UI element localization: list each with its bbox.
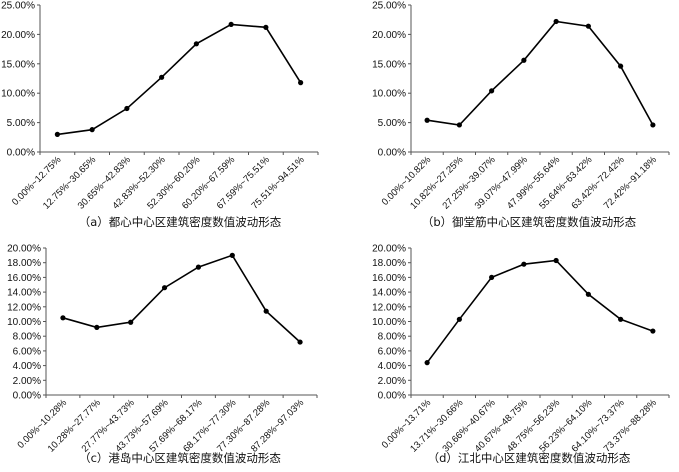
y-tick-label: 2.00% xyxy=(13,376,41,387)
data-point xyxy=(424,360,430,366)
y-tick-label: 16.00% xyxy=(7,273,41,284)
data-point xyxy=(94,324,100,330)
series-line xyxy=(426,259,654,364)
data-point xyxy=(54,131,60,137)
caption-a: （a）都心中心区建筑密度数值波动形态 xyxy=(78,215,282,229)
y-tick-label: 2.00% xyxy=(378,376,406,387)
y-tick-label: 18.00% xyxy=(7,258,41,269)
y-tick-label: 6.00% xyxy=(13,346,41,357)
data-point xyxy=(229,252,235,258)
y-tick-label: 10.00% xyxy=(372,89,406,100)
y-tick-label: 0.00% xyxy=(7,148,35,159)
data-point xyxy=(489,274,495,280)
y-tick-label: 25.00% xyxy=(1,1,35,12)
data-point xyxy=(263,24,269,30)
data-point xyxy=(585,291,591,297)
data-point xyxy=(553,257,559,264)
series-line xyxy=(62,254,301,343)
y-tick-label: 12.00% xyxy=(372,302,406,313)
data-point xyxy=(424,117,430,123)
data-point xyxy=(297,339,303,345)
data-point xyxy=(263,308,269,314)
y-tick-label: 10.00% xyxy=(372,317,406,328)
data-point xyxy=(128,319,134,325)
data-point xyxy=(650,122,656,128)
data-point xyxy=(159,74,165,80)
data-point xyxy=(456,122,462,128)
y-tick-label: 25.00% xyxy=(372,1,406,12)
y-tick-label: 0.00% xyxy=(378,391,406,402)
y-tick-label: 8.00% xyxy=(13,332,41,343)
y-tick-label: 0.00% xyxy=(13,391,41,402)
y-tick-label: 12.00% xyxy=(7,302,41,313)
y-tick-label: 15.00% xyxy=(1,59,35,70)
series-line xyxy=(426,20,654,126)
data-point xyxy=(89,127,95,133)
data-point xyxy=(618,63,624,69)
y-tick-label: 20.00% xyxy=(7,244,41,255)
y-tick-label: 15.00% xyxy=(372,59,406,70)
caption-d: （d）江北中心区建筑密度数值波动形态 xyxy=(427,451,631,465)
y-tick-label: 4.00% xyxy=(13,361,41,372)
y-tick-label: 5.00% xyxy=(7,118,35,129)
data-point xyxy=(618,316,624,322)
data-point xyxy=(521,57,527,63)
series-line xyxy=(57,23,302,136)
data-point xyxy=(298,80,304,86)
y-tick-label: 6.00% xyxy=(378,346,406,357)
data-point xyxy=(585,23,591,29)
data-point xyxy=(650,328,656,334)
y-tick-label: 20.00% xyxy=(1,30,35,41)
data-point xyxy=(124,105,130,112)
caption-c: （c）港岛中心区建筑密度数值波动形态 xyxy=(79,451,281,465)
data-point xyxy=(521,261,527,267)
y-tick-label: 8.00% xyxy=(378,332,406,343)
data-point xyxy=(193,41,199,47)
data-point xyxy=(228,21,234,28)
y-tick-label: 10.00% xyxy=(7,317,41,328)
y-tick-label: 5.00% xyxy=(378,118,406,129)
y-tick-label: 0.00% xyxy=(378,148,406,159)
caption-b: （b）御堂筋中心区建筑密度数值波动形态 xyxy=(421,215,637,229)
y-tick-label: 14.00% xyxy=(372,288,406,299)
data-point xyxy=(456,316,462,322)
y-tick-label: 10.00% xyxy=(1,89,35,100)
y-tick-label: 20.00% xyxy=(372,244,406,255)
data-point xyxy=(195,264,202,270)
data-point xyxy=(60,315,66,321)
y-tick-label: 16.00% xyxy=(372,273,406,284)
y-tick-label: 4.00% xyxy=(378,361,406,372)
data-point xyxy=(161,285,168,291)
y-tick-label: 18.00% xyxy=(372,258,406,269)
y-tick-label: 20.00% xyxy=(372,30,406,41)
data-point xyxy=(553,18,559,25)
data-point xyxy=(489,88,495,94)
y-tick-label: 14.00% xyxy=(7,288,41,299)
